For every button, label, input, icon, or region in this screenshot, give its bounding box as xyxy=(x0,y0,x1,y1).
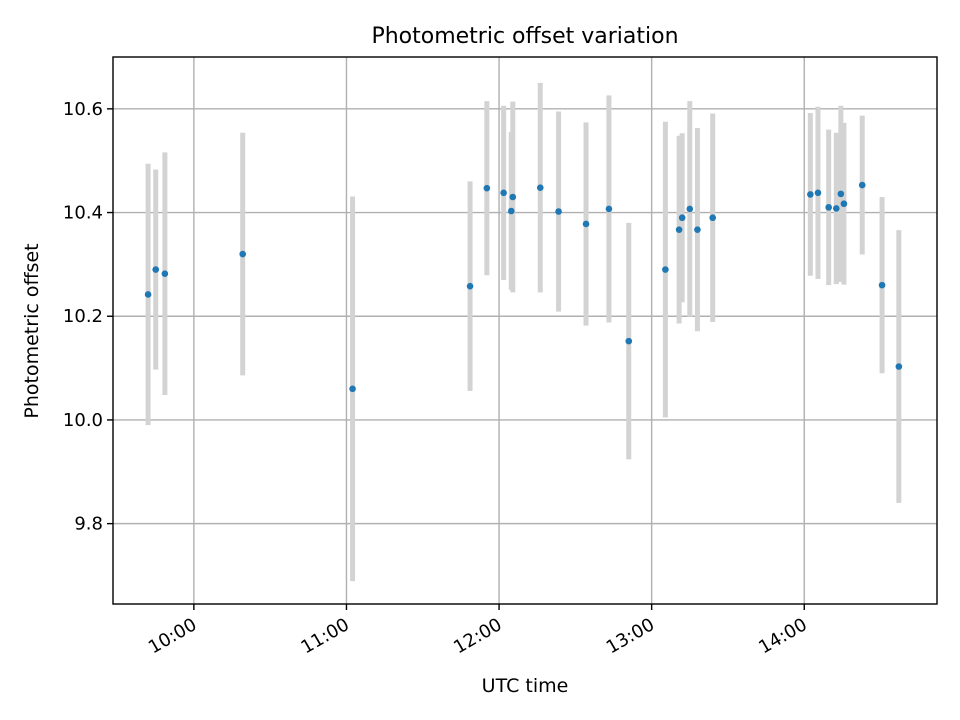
data-point xyxy=(500,189,507,197)
data-point xyxy=(555,208,562,215)
data-point xyxy=(832,205,840,212)
data-point xyxy=(895,363,903,370)
data-point xyxy=(858,181,866,189)
data-point xyxy=(625,337,633,345)
x-axis-label: UTC time xyxy=(482,675,569,697)
data-point xyxy=(814,189,822,197)
data-point xyxy=(349,385,356,393)
data-point xyxy=(662,266,669,273)
data-point xyxy=(536,184,544,191)
data-point xyxy=(144,291,152,298)
y-tick-label: 10.0 xyxy=(63,410,103,431)
data-point xyxy=(239,250,247,258)
y-tick-label: 10.2 xyxy=(63,306,103,327)
plot-frame xyxy=(112,56,938,605)
data-point xyxy=(605,205,613,213)
y-tick-label: 10.6 xyxy=(63,99,103,120)
data-points xyxy=(144,181,903,393)
y-tick-label: 9.8 xyxy=(74,514,103,535)
data-point xyxy=(582,220,590,228)
data-point xyxy=(675,226,683,233)
data-point xyxy=(678,214,686,222)
data-point xyxy=(837,190,845,198)
gridlines xyxy=(113,57,937,604)
y-axis-ticks: 9.8 10.0 10.2 10.4 10.6 xyxy=(63,99,113,535)
data-point xyxy=(807,191,814,198)
chart-title: Photometric offset variation xyxy=(371,24,678,49)
data-point xyxy=(686,205,694,213)
data-point xyxy=(825,204,832,211)
data-point xyxy=(709,214,716,222)
data-point xyxy=(152,266,160,273)
data-point xyxy=(507,207,515,215)
data-point xyxy=(161,270,169,278)
data-point xyxy=(840,200,848,208)
data-point xyxy=(878,281,886,289)
data-point xyxy=(694,226,701,233)
y-tick-label: 10.4 xyxy=(63,203,103,224)
data-point xyxy=(509,193,517,201)
data-point xyxy=(483,184,491,192)
y-axis-label: Photometric offset xyxy=(21,243,43,418)
data-point xyxy=(466,282,474,290)
